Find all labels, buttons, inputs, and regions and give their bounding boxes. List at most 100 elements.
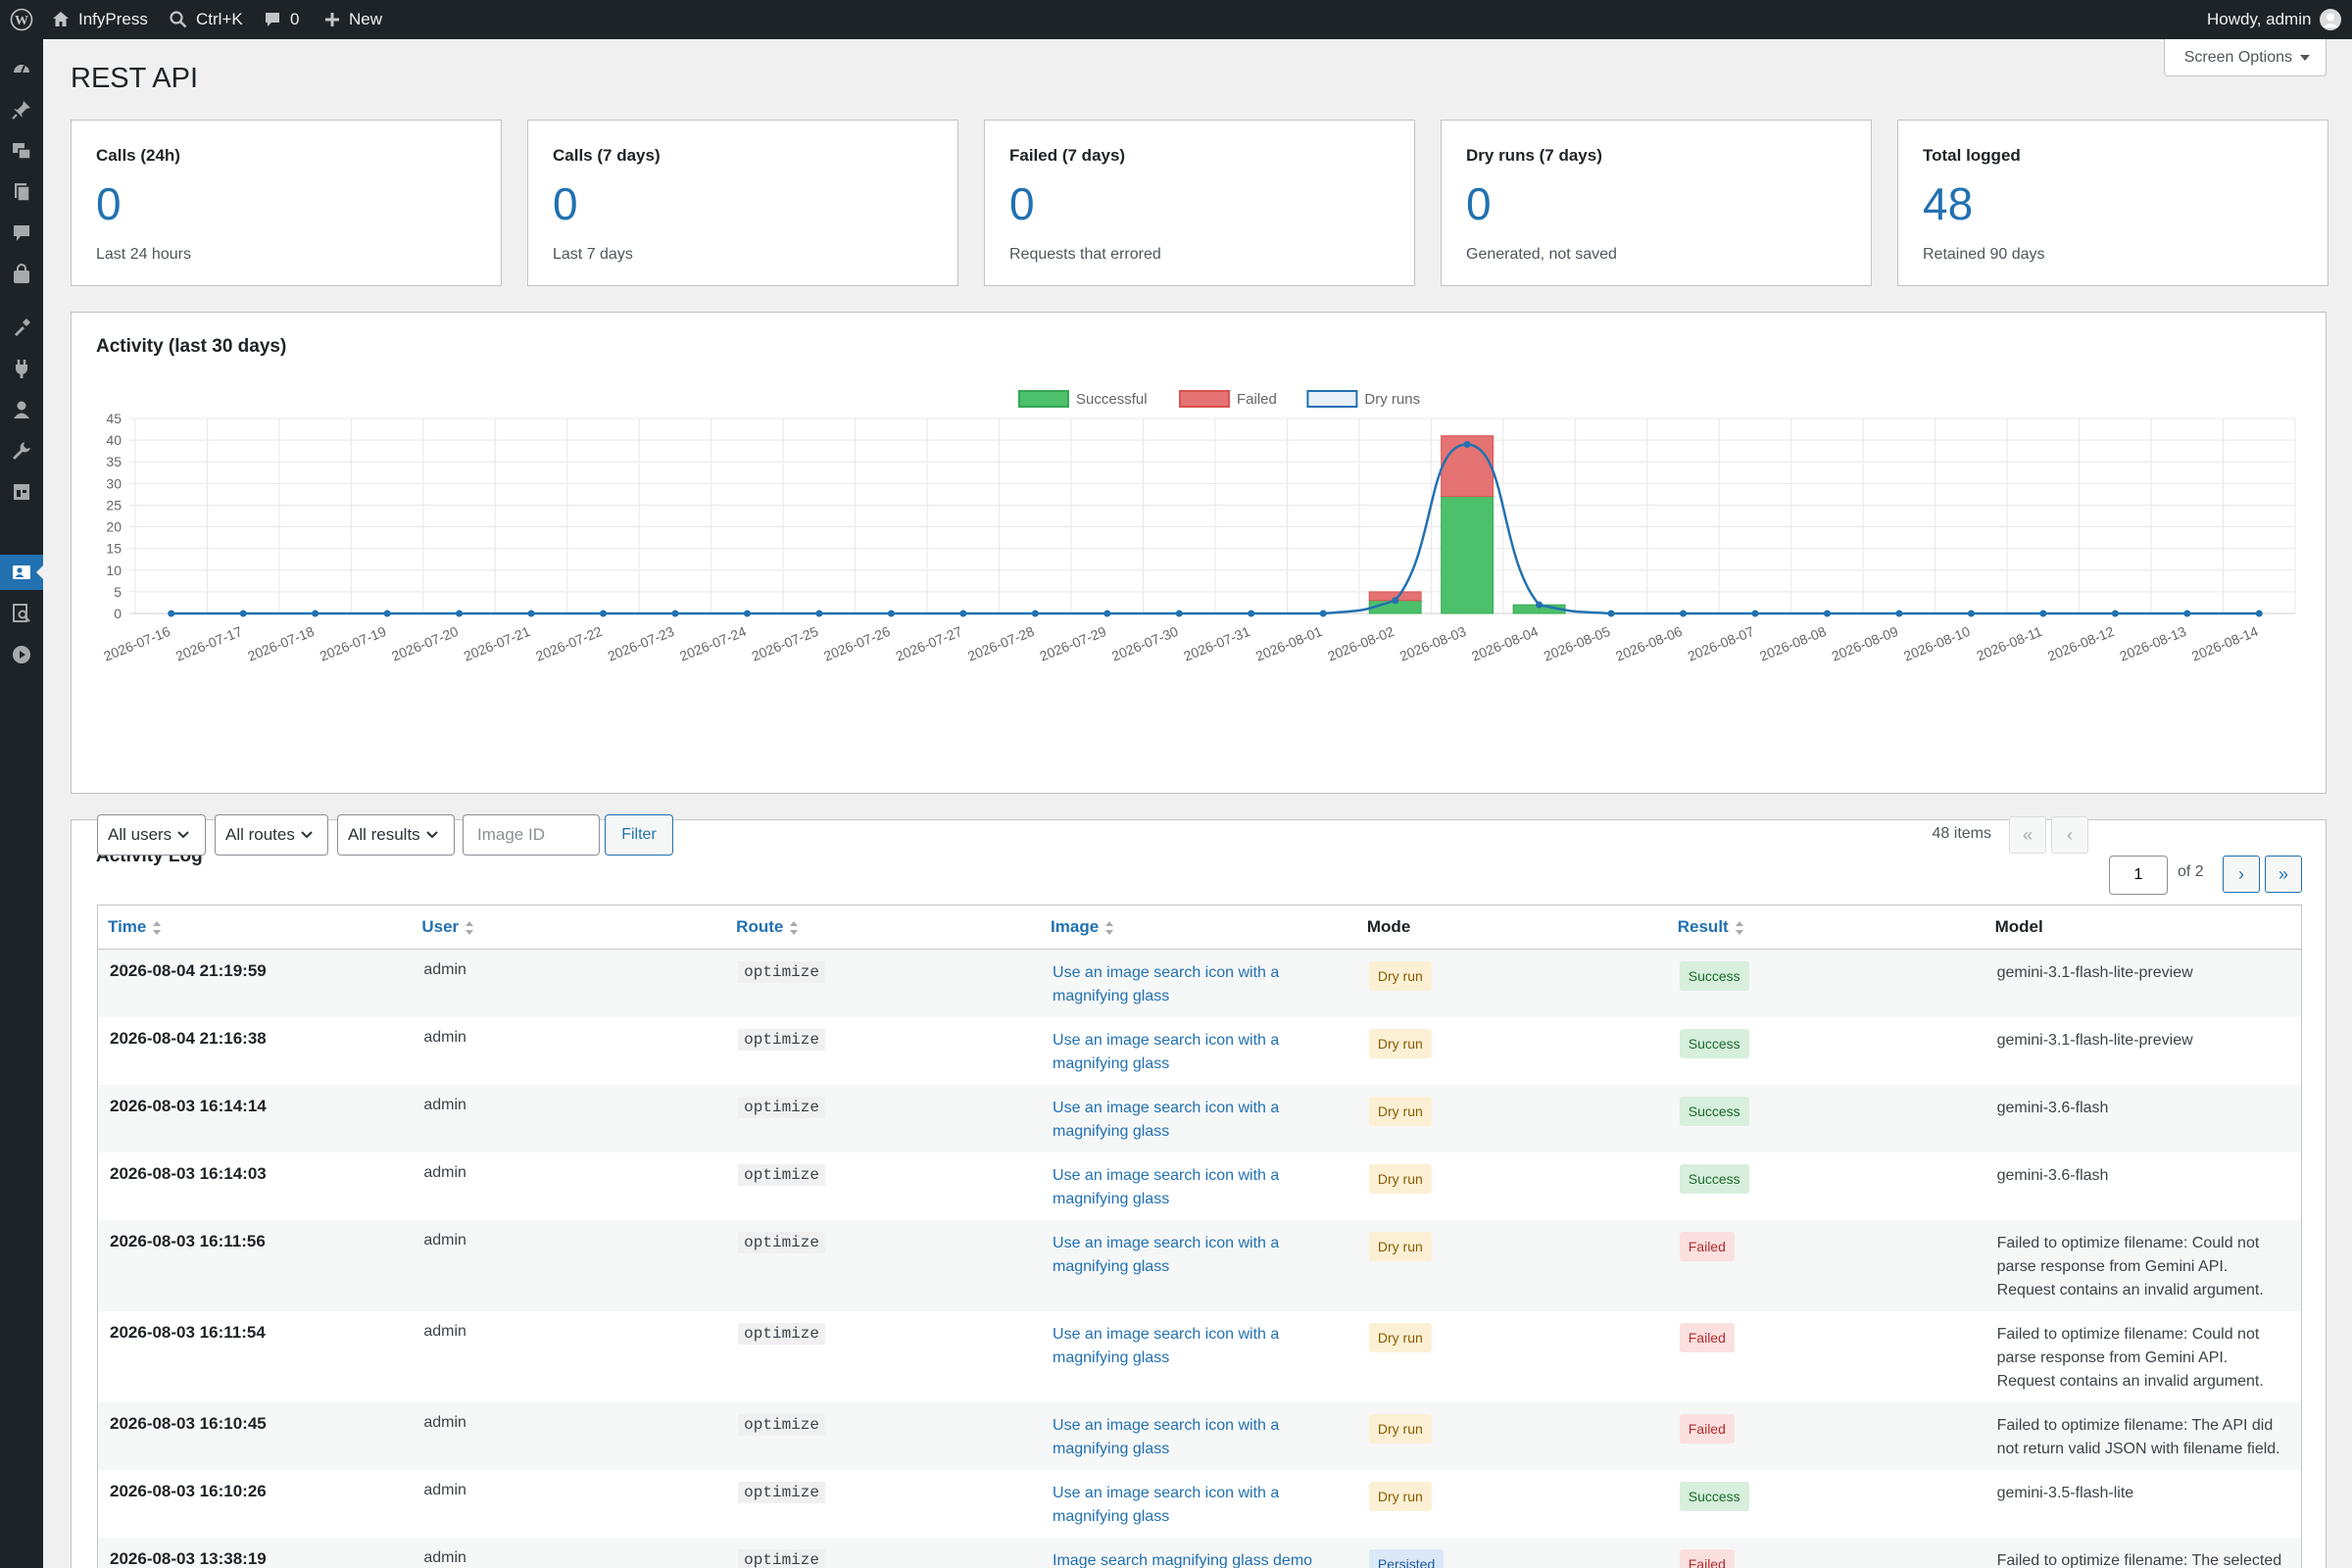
image-link[interactable]: Image search magnifying glass demo	[1053, 1551, 1313, 1568]
menu-rest-api[interactable]	[0, 555, 44, 590]
filter-routes-select[interactable]: All routes	[215, 814, 328, 856]
items-count: 48 items	[1932, 825, 1991, 842]
cell-user: admin	[423, 1163, 466, 1181]
cell-result: Success	[1668, 1152, 1985, 1220]
next-page-button[interactable]: ›	[2223, 856, 2260, 893]
menu-image-search[interactable]	[0, 596, 43, 631]
cell-image: Use an image search icon with a magnifyi…	[1041, 1084, 1357, 1152]
table-row: 2026-08-03 16:10:26 admin optimize Use an i…	[98, 1470, 2302, 1538]
column-user[interactable]: User	[412, 905, 727, 950]
column-route[interactable]: Route	[726, 905, 1042, 950]
cell-result: Failed	[1667, 1537, 1985, 1568]
cell-image: Use an image search icon with a magnifyi…	[1041, 1219, 1357, 1311]
screen-options-button[interactable]: Screen Options	[2163, 39, 2327, 76]
table-row: 2026-08-03 16:11:56 admin optimize Use an i…	[97, 1219, 2302, 1311]
stat-subtext: Last 7 days	[553, 246, 633, 263]
cell-time: 2026-08-03 16:10:26	[110, 1481, 267, 1500]
prev-page-button[interactable]: ‹	[2051, 816, 2088, 854]
activity-title: Activity (last 30 days)	[96, 336, 287, 357]
filter-button[interactable]: Filter	[605, 814, 673, 856]
stat-subtext: Last 24 hours	[96, 246, 191, 263]
mode-badge: Dry run	[1368, 1481, 1432, 1511]
column-time[interactable]: Time	[97, 905, 413, 950]
media-icon	[13, 143, 31, 160]
cell-result: Success	[1667, 949, 1985, 1017]
image-id-input[interactable]	[463, 814, 600, 856]
stat-value: 0	[553, 178, 578, 229]
stat-label: Failed (7 days)	[1009, 146, 1126, 165]
first-page-button[interactable]: «	[2009, 816, 2046, 854]
cell-time: 2026-08-04 21:19:59	[97, 949, 413, 1017]
svg-text:W: W	[15, 14, 28, 28]
image-link[interactable]: Use an image search icon with a magnifyi…	[1053, 964, 1280, 1004]
mode-badge: Dry run	[1368, 1322, 1432, 1352]
cell-result: Success	[1668, 1017, 1985, 1085]
image-link[interactable]: Use an image search icon with a magnifyi…	[1053, 1099, 1280, 1140]
cell-route: optimize	[726, 1401, 1042, 1470]
cell-time: 2026-08-04 21:16:38	[110, 1028, 267, 1048]
image-link[interactable]: Use an image search icon with a magnifyi…	[1053, 1166, 1280, 1207]
my-account[interactable]: Howdy, admin	[2207, 0, 2342, 39]
menu-posts[interactable]	[0, 92, 43, 127]
new-content-link[interactable]: New	[323, 0, 382, 39]
admin-search[interactable]: Ctrl+K	[169, 0, 243, 39]
image-link[interactable]: Use an image search icon with a magnifyi…	[1053, 1416, 1280, 1457]
admin-bar: W InfyPress Ctrl+K 0 New Howdy, admin	[0, 0, 2352, 39]
cell-model: gemini-3.5-flash-lite	[1996, 1484, 2134, 1501]
activity-log-table: Time User Route Image Mode Result Model …	[97, 905, 2302, 1568]
chevron-down-icon	[177, 831, 189, 839]
mode-badge: Dry run	[1368, 1413, 1432, 1444]
cell-mode: Dry run	[1356, 1401, 1668, 1470]
result-badge: Failed	[1679, 1413, 1735, 1444]
menu-comments[interactable]	[0, 216, 43, 251]
site-name-link[interactable]: InfyPress	[51, 0, 148, 39]
menu-collapse[interactable]	[0, 637, 43, 672]
comments-count: 0	[290, 10, 300, 28]
cell-image: Use an image search icon with a magnifyi…	[1041, 1152, 1357, 1220]
column-image[interactable]: Image	[1041, 905, 1357, 950]
magnifier-page-icon	[13, 604, 30, 622]
menu-settings[interactable]	[0, 474, 43, 510]
route-code: optimize	[738, 1548, 825, 1568]
cell-image: Use an image search icon with a magnifyi…	[1041, 1311, 1357, 1402]
filter-users-select[interactable]: All users	[97, 814, 206, 856]
filter-routes-value: All routes	[225, 825, 295, 844]
menu-users[interactable]	[0, 392, 43, 427]
menu-media[interactable]	[0, 133, 43, 169]
comments-link[interactable]: 0	[263, 0, 299, 39]
column-result[interactable]: Result	[1667, 905, 1985, 950]
stat-value: 0	[1466, 178, 1492, 229]
mode-badge: Dry run	[1368, 1163, 1432, 1194]
cell-mode: Dry run	[1357, 1017, 1668, 1085]
menu-pages[interactable]	[0, 174, 43, 210]
cell-mode: Dry run	[1356, 1219, 1668, 1311]
new-label: New	[349, 10, 383, 28]
menu-woocommerce[interactable]	[0, 257, 43, 292]
route-code: optimize	[738, 1413, 825, 1436]
table-row: 2026-08-03 16:14:03 admin optimize Use an i…	[98, 1152, 2302, 1220]
menu-tools[interactable]	[0, 433, 43, 468]
stat-card-dry-runs-7d: Dry runs (7 days) 0 Generated, not saved	[1441, 120, 1872, 286]
pin-icon	[12, 101, 30, 120]
last-page-button[interactable]: »	[2265, 856, 2302, 893]
image-link[interactable]: Use an image search icon with a magnifyi…	[1053, 1325, 1280, 1366]
current-page-input[interactable]	[2109, 856, 2168, 895]
mode-badge: Dry run	[1368, 1028, 1432, 1058]
menu-dashboard[interactable]	[0, 51, 43, 86]
cell-mode: Dry run	[1357, 1311, 1668, 1402]
cell-user: admin	[412, 1401, 727, 1470]
stat-label: Calls (24h)	[96, 146, 180, 165]
result-badge: Success	[1679, 1481, 1749, 1511]
result-badge: Success	[1679, 1163, 1749, 1194]
menu-appearance[interactable]	[0, 310, 43, 345]
filter-results-select[interactable]: All results	[337, 814, 455, 856]
menu-plugins[interactable]	[0, 351, 43, 386]
cell-result: Success	[1667, 1084, 1985, 1152]
search-shortcut: Ctrl+K	[196, 10, 243, 28]
image-link[interactable]: Use an image search icon with a magnifyi…	[1053, 1031, 1280, 1072]
route-code: optimize	[738, 961, 825, 983]
image-link[interactable]: Use an image search icon with a magnifyi…	[1053, 1234, 1280, 1275]
cell-model: Failed to optimize filename: The selecte…	[1984, 1537, 2302, 1568]
wordpress-logo-icon[interactable]: W	[10, 0, 33, 39]
image-link[interactable]: Use an image search icon with a magnifyi…	[1053, 1484, 1280, 1525]
